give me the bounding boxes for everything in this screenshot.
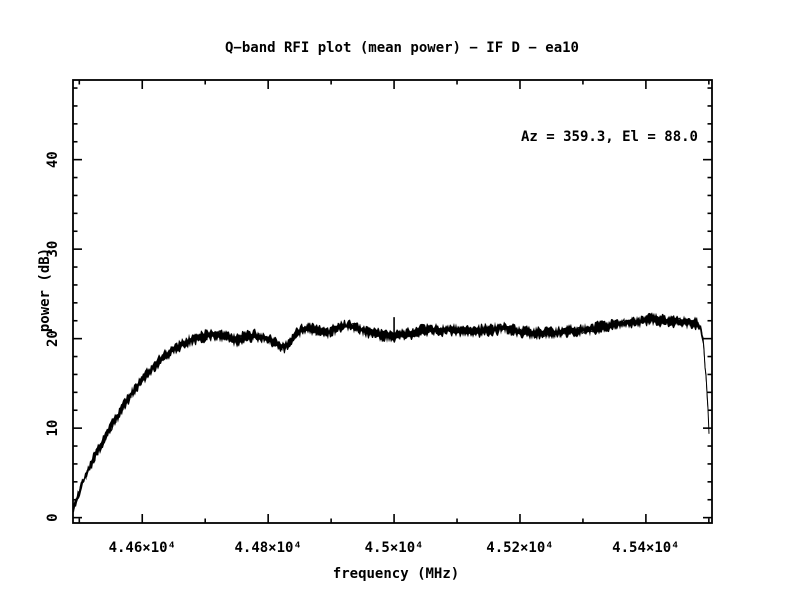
- plot-frame: [72, 79, 713, 524]
- y-axis-label: power (dB): [37, 248, 53, 332]
- trace-band: [73, 312, 709, 513]
- y-tick-label: 10: [45, 420, 61, 437]
- x-axis-label: frequency (MHz): [333, 566, 459, 582]
- spectrum-trace: [72, 312, 710, 513]
- y-tick-label: 40: [45, 151, 61, 168]
- y-tick-label: 30: [45, 241, 61, 258]
- x-tick-label: 4.52×10⁴: [486, 540, 553, 556]
- y-tick-label: 0: [45, 513, 61, 521]
- y-tick-labels: 0 10 20 30 40: [45, 151, 61, 522]
- plot-title: Q−band RFI plot (mean power) − IF D − ea…: [225, 40, 579, 56]
- x-tick-label: 4.48×10⁴: [234, 540, 301, 556]
- x-tick-labels: 4.46×10⁴ 4.48×10⁴ 4.5×10⁴ 4.52×10⁴ 4.54×…: [109, 540, 680, 556]
- x-tick-label: 4.54×10⁴: [612, 540, 679, 556]
- x-tick-label: 4.46×10⁴: [109, 540, 176, 556]
- x-tick-label: 4.5×10⁴: [365, 540, 424, 556]
- trace-noise: [72, 315, 710, 510]
- axis-ticks: [73, 80, 712, 523]
- az-el-annotation: Az = 359.3, El = 88.0: [521, 129, 698, 145]
- y-tick-label: 20: [45, 330, 61, 347]
